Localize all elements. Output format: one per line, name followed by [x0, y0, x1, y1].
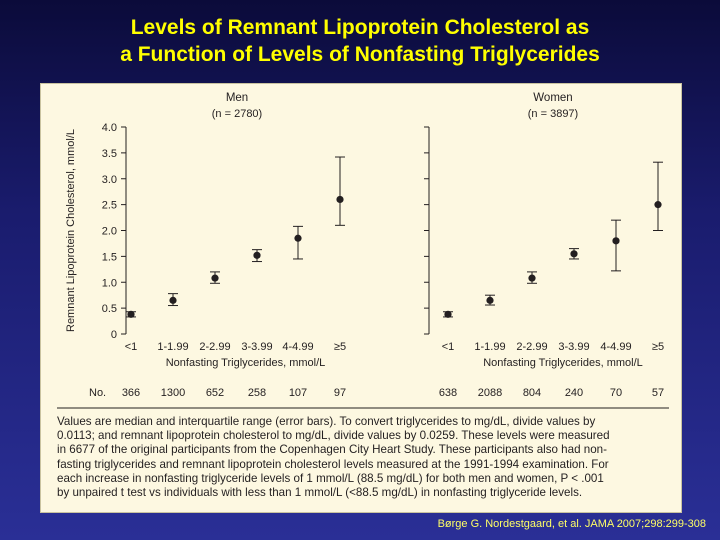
count-value: 258: [248, 387, 266, 399]
x-tick-label: <1: [125, 341, 138, 353]
y-tick-label: 1.5: [102, 251, 117, 263]
y-tick-label: 1.0: [102, 277, 117, 289]
data-point: [253, 251, 261, 259]
caption-line: in 6677 of the original participants fro…: [57, 443, 607, 457]
count-value: 107: [289, 387, 307, 399]
count-value: 652: [206, 387, 224, 399]
x-axis-label: Nonfasting Triglycerides, mmol/L: [166, 357, 326, 369]
x-tick-label: 3-3.99: [558, 341, 589, 353]
y-tick-label: 2.0: [102, 226, 117, 238]
x-tick-label: 2-2.99: [199, 341, 230, 353]
title-line-1: Levels of Remnant Lipoprotein Cholestero…: [130, 16, 590, 39]
panel-subtitle: (n = 3897): [528, 108, 578, 120]
y-tick-label: 2.5: [102, 200, 117, 212]
y-tick-label: 3.0: [102, 174, 117, 186]
count-value: 804: [523, 387, 541, 399]
data-point: [570, 250, 578, 258]
chart-svg: Men (n = 2780) 0 0.5 1.0 1.5 2.0 2.5 3.0 3.5 4.0 Re…: [57, 92, 669, 409]
data-point: [294, 234, 302, 242]
y-axis-label: Remnant Lipoprotein Cholesterol, mmol/L: [65, 129, 77, 332]
count-value: 97: [334, 387, 346, 399]
data-point: [169, 296, 177, 304]
data-point: [444, 310, 452, 318]
x-axis-label: Nonfasting Triglycerides, mmol/L: [483, 357, 643, 369]
x-tick-label: 4-4.99: [282, 341, 313, 353]
caption-line: Values are median and interquartile rang…: [57, 415, 596, 428]
x-tick-label: 2-2.99: [516, 341, 547, 353]
counts-row-label: No.: [89, 387, 106, 399]
data-point: [127, 310, 135, 318]
count-value: 366: [122, 387, 140, 399]
citation: Børge G. Nordestgaard, et al. JAMA 2007;…: [437, 518, 706, 530]
x-tick-label: 3-3.99: [241, 341, 272, 353]
caption-line: each increase in nonfasting triglyceride…: [57, 471, 604, 485]
figure-caption: Values are median and interquartile rang…: [57, 415, 669, 500]
caption-line: by unpaired t test vs individuals with l…: [57, 486, 583, 500]
data-point: [612, 237, 620, 245]
data-point: [486, 296, 494, 304]
caption-line: 0.0113; and remnant lipoprotein choleste…: [57, 429, 610, 443]
y-tick-label: 4.0: [102, 122, 117, 134]
count-value: 240: [565, 387, 583, 399]
count-value: 1300: [161, 387, 185, 399]
x-tick-label: <1: [442, 341, 455, 353]
y-tick-label: 0: [111, 329, 117, 341]
data-point: [654, 201, 662, 209]
y-tick-label: 0.5: [102, 303, 117, 315]
x-tick-label: ≥5: [652, 341, 664, 353]
x-tick-label: 1-1.99: [474, 341, 505, 353]
title-line-2: a Function of Levels of Nonfasting Trigl…: [120, 43, 600, 66]
count-value: 2088: [478, 387, 502, 399]
data-point: [336, 195, 344, 204]
panel-subtitle: (n = 2780): [212, 108, 262, 120]
panel-title: Women: [533, 92, 572, 104]
data-point: [211, 274, 219, 282]
caption-line: fasting triglycerides and remnant lipopr…: [57, 457, 609, 471]
count-value: 70: [610, 387, 622, 399]
x-tick-label: 4-4.99: [600, 341, 631, 353]
x-tick-label: ≥5: [334, 341, 346, 353]
count-value: 638: [439, 387, 457, 399]
x-tick-label: 1-1.99: [157, 341, 188, 353]
data-point: [528, 274, 536, 282]
count-value: 57: [652, 387, 664, 399]
figure-panel: Men (n = 2780) 0 0.5 1.0 1.5 2.0 2.5 3.0 3.5 4.0 Re…: [40, 83, 682, 513]
panel-title: Men: [226, 92, 248, 104]
slide-title: Levels of Remnant Lipoprotein Cholestero…: [0, 14, 720, 68]
y-tick-label: 3.5: [102, 148, 117, 160]
